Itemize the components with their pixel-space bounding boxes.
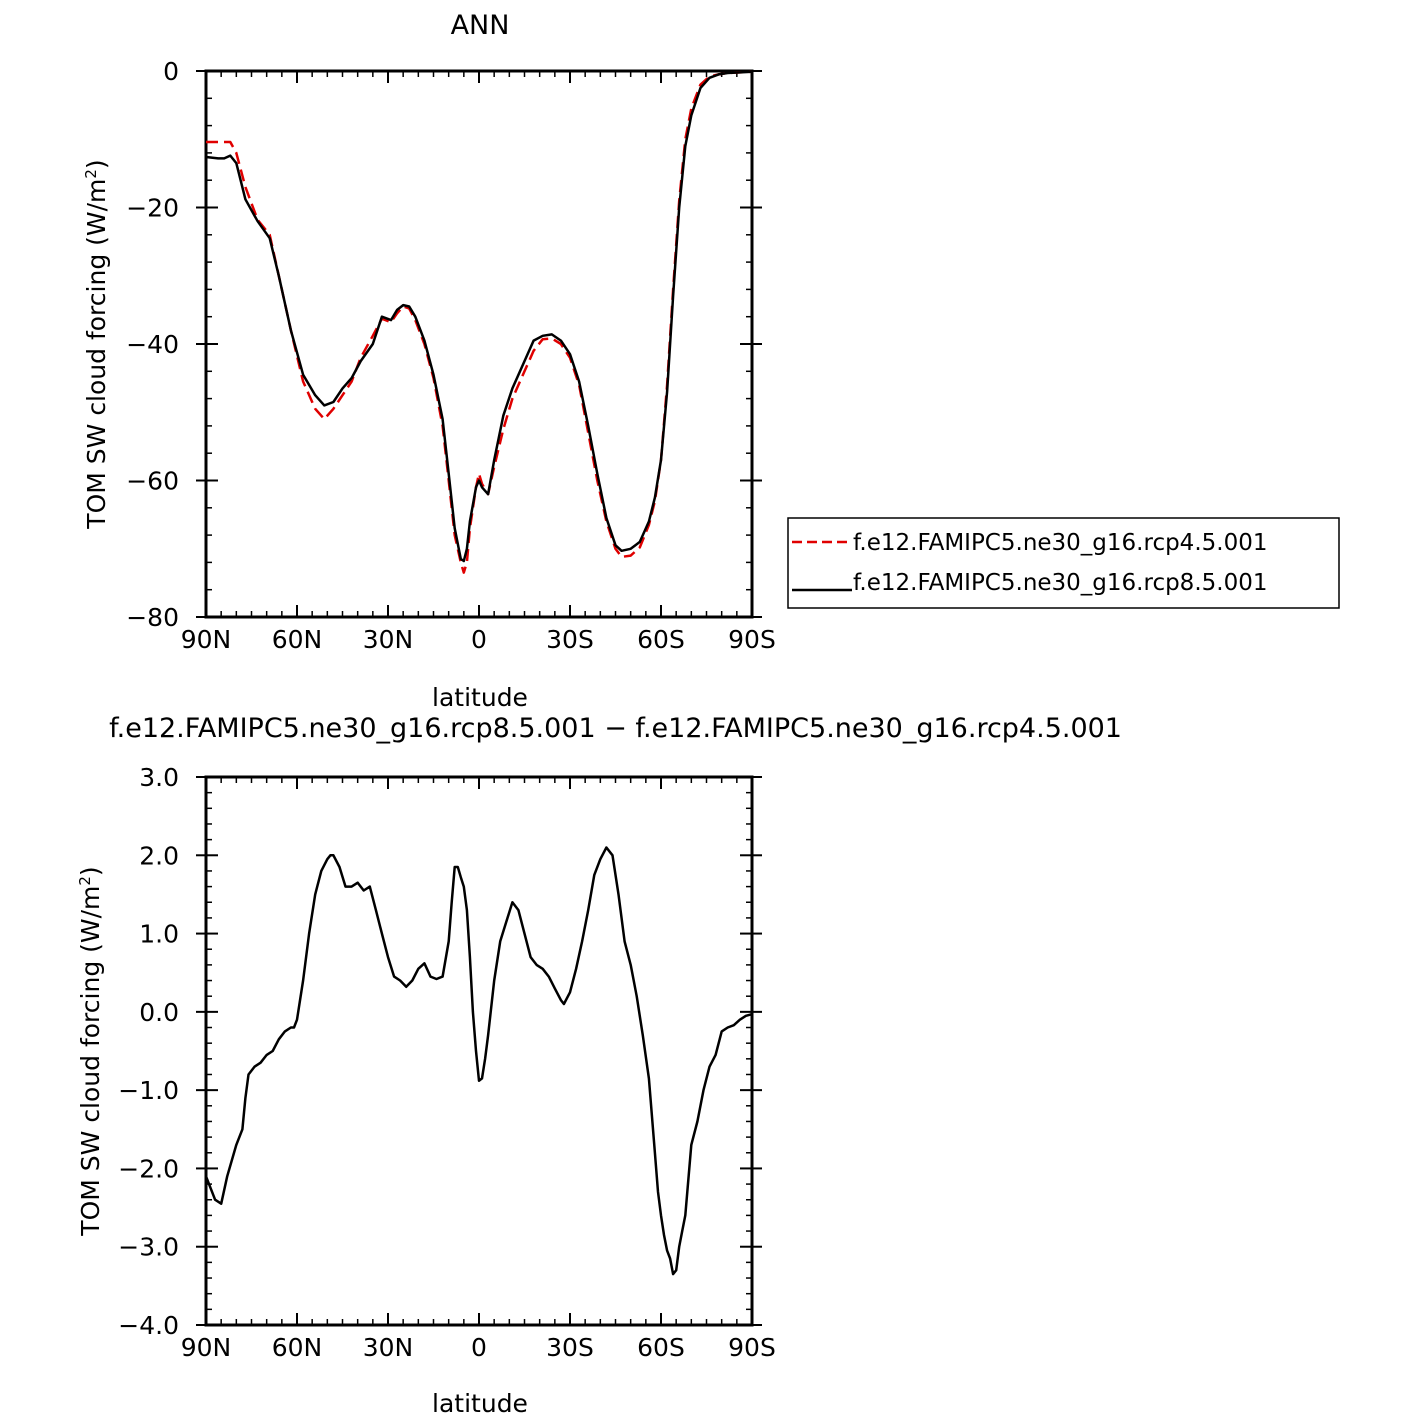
y-tick-label: 1.0 bbox=[139, 920, 179, 949]
x-tick-label: 0 bbox=[471, 625, 487, 654]
x-tick-label: 90N bbox=[181, 625, 232, 654]
top-x-axis-label: latitude bbox=[432, 683, 528, 712]
top-y-axis-label: TOM SW cloud forcing (W/m2) bbox=[82, 159, 111, 529]
x-tick-label: 90S bbox=[728, 625, 776, 654]
bottom-y-axis-label: TOM SW cloud forcing (W/m2) bbox=[76, 866, 105, 1236]
x-tick-label: 30S bbox=[546, 625, 594, 654]
legend-label-rcp45: f.e12.FAMIPC5.ne30_g16.rcp4.5.001 bbox=[853, 530, 1267, 556]
y-tick-label: −20 bbox=[126, 194, 179, 223]
y-tick-label: −1.0 bbox=[118, 1076, 179, 1105]
top-panel: ANN 90N 60N 30N 0 30S 60S 90S 0 −20 −40 −60 −80 lat… bbox=[82, 10, 776, 712]
y-tick-label: −3.0 bbox=[118, 1233, 179, 1262]
legend-box bbox=[787, 517, 1340, 609]
y-tick-label: −4.0 bbox=[118, 1311, 179, 1340]
y-tick-label: −80 bbox=[126, 603, 179, 632]
x-tick-label: 0 bbox=[471, 1333, 487, 1362]
series-line-1 bbox=[204, 846, 753, 1276]
y-tick-label: 0.0 bbox=[139, 998, 179, 1027]
bottom-axis-ticks: 90N 60N 30N 0 30S 60S 90S 3.0 2.0 1.0 0.0 −1.0 −2.0 −… bbox=[118, 763, 776, 1362]
x-tick-label: 60N bbox=[272, 625, 323, 654]
legend: f.e12.FAMIPC5.ne30_g16.rcp4.5.001 f.e12.… bbox=[787, 517, 1340, 609]
y-tick-label: 0 bbox=[163, 57, 179, 86]
x-tick-label: 90S bbox=[728, 1333, 776, 1362]
y-tick-label: −40 bbox=[126, 330, 179, 359]
top-axis-ticks: 90N 60N 30N 0 30S 60S 90S 0 −20 −40 −60 −80 bbox=[126, 57, 776, 654]
bottom-panel: f.e12.FAMIPC5.ne30_g16.rcp8.5.001 − f.e1… bbox=[76, 713, 1122, 1418]
y-tick-label: −2.0 bbox=[118, 1154, 179, 1183]
x-tick-label: 30N bbox=[363, 1333, 414, 1362]
x-tick-label: 60S bbox=[637, 1333, 685, 1362]
bottom-series-group bbox=[204, 846, 753, 1276]
series-line-2 bbox=[205, 70, 753, 563]
y-tick-label: 2.0 bbox=[139, 841, 179, 870]
bottom-plot-frame bbox=[204, 775, 754, 1327]
bottom-chart-title: f.e12.FAMIPC5.ne30_g16.rcp8.5.001 − f.e1… bbox=[109, 713, 1122, 744]
top-series-group bbox=[205, 70, 753, 574]
x-tick-label: 60N bbox=[272, 1333, 323, 1362]
x-tick-label: 30N bbox=[363, 625, 414, 654]
x-tick-label: 30S bbox=[546, 1333, 594, 1362]
legend-label-rcp85: f.e12.FAMIPC5.ne30_g16.rcp8.5.001 bbox=[853, 570, 1267, 596]
top-chart-title: ANN bbox=[451, 10, 510, 41]
bottom-x-axis-label: latitude bbox=[432, 1389, 528, 1418]
y-tick-label: −60 bbox=[126, 467, 179, 496]
y-tick-label: 3.0 bbox=[139, 763, 179, 792]
x-tick-label: 60S bbox=[637, 625, 685, 654]
x-tick-label: 90N bbox=[181, 1333, 232, 1362]
